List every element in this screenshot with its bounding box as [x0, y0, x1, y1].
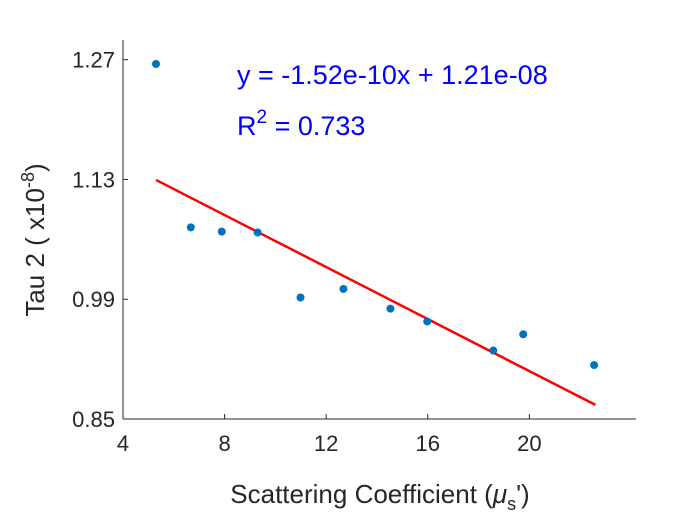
y-tick-label: 1.27 — [72, 48, 115, 73]
x-axis-label: Scattering Coefficient (μs') — [230, 479, 529, 514]
data-point — [253, 228, 262, 237]
fit-line — [155, 178, 596, 407]
data-points — [152, 59, 599, 370]
fit-line-group — [155, 178, 596, 407]
x-tick-label: 8 — [218, 431, 230, 456]
data-point — [519, 330, 528, 339]
data-point — [489, 346, 498, 355]
data-point — [423, 317, 432, 326]
r-squared: R2 = 0.733 — [237, 107, 365, 141]
y-tick-label: 1.13 — [72, 167, 115, 192]
data-point — [217, 227, 226, 236]
y-tick-label: 0.99 — [72, 287, 115, 312]
x-tick-label: 12 — [314, 431, 338, 456]
x-tick-label: 4 — [117, 431, 129, 456]
axes — [122, 40, 636, 420]
data-point — [339, 284, 348, 293]
data-point — [386, 304, 395, 313]
x-tick-label: 16 — [416, 431, 440, 456]
y-tick-label: 0.85 — [72, 407, 115, 432]
data-point — [296, 293, 305, 302]
data-point — [186, 223, 195, 232]
data-point — [152, 59, 161, 68]
fit-equation: y = -1.52e-10x + 1.21e-08 — [237, 60, 548, 90]
x-ticks: 4 8 12 16 20 — [117, 414, 542, 456]
data-point — [590, 361, 599, 370]
y-axis-label: Tau 2 ( x10-8) — [18, 163, 50, 316]
x-tick-label: 20 — [517, 431, 541, 456]
y-ticks: 0.85 0.99 1.13 1.27 — [72, 48, 128, 432]
